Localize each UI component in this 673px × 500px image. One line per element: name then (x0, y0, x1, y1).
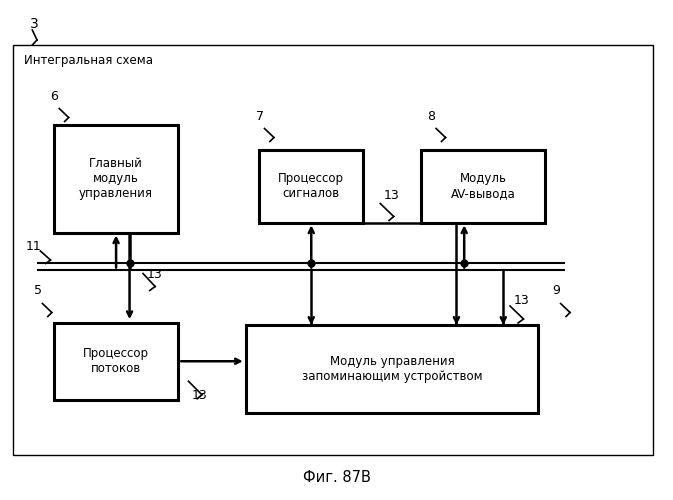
Text: 13: 13 (384, 190, 399, 202)
Text: Модуль
AV-вывода: Модуль AV-вывода (450, 172, 516, 200)
Text: 3: 3 (30, 18, 39, 32)
Text: 8: 8 (427, 110, 435, 122)
Text: 5: 5 (34, 284, 42, 298)
Text: 13: 13 (192, 389, 207, 402)
Bar (54, 322, 178, 400)
Text: 6: 6 (50, 90, 59, 102)
Bar (54, 125, 178, 232)
Text: 9: 9 (552, 284, 560, 298)
Text: Модуль управления
запоминающим устройством: Модуль управления запоминающим устройств… (302, 355, 483, 383)
Text: 7: 7 (256, 110, 264, 122)
Text: Интегральная схема: Интегральная схема (24, 54, 153, 67)
Bar (259, 150, 363, 222)
Bar (421, 150, 545, 222)
Bar (13, 45, 653, 455)
Text: Процессор
потоков: Процессор потоков (83, 347, 149, 375)
Text: Фиг. 87В: Фиг. 87В (303, 470, 370, 485)
Text: 11: 11 (26, 240, 41, 252)
Bar (246, 325, 538, 412)
Text: Процессор
сигналов: Процессор сигналов (278, 172, 345, 200)
Text: 13: 13 (146, 268, 162, 280)
Text: 13: 13 (513, 294, 529, 306)
Text: Главный
модуль
управления: Главный модуль управления (79, 157, 153, 200)
